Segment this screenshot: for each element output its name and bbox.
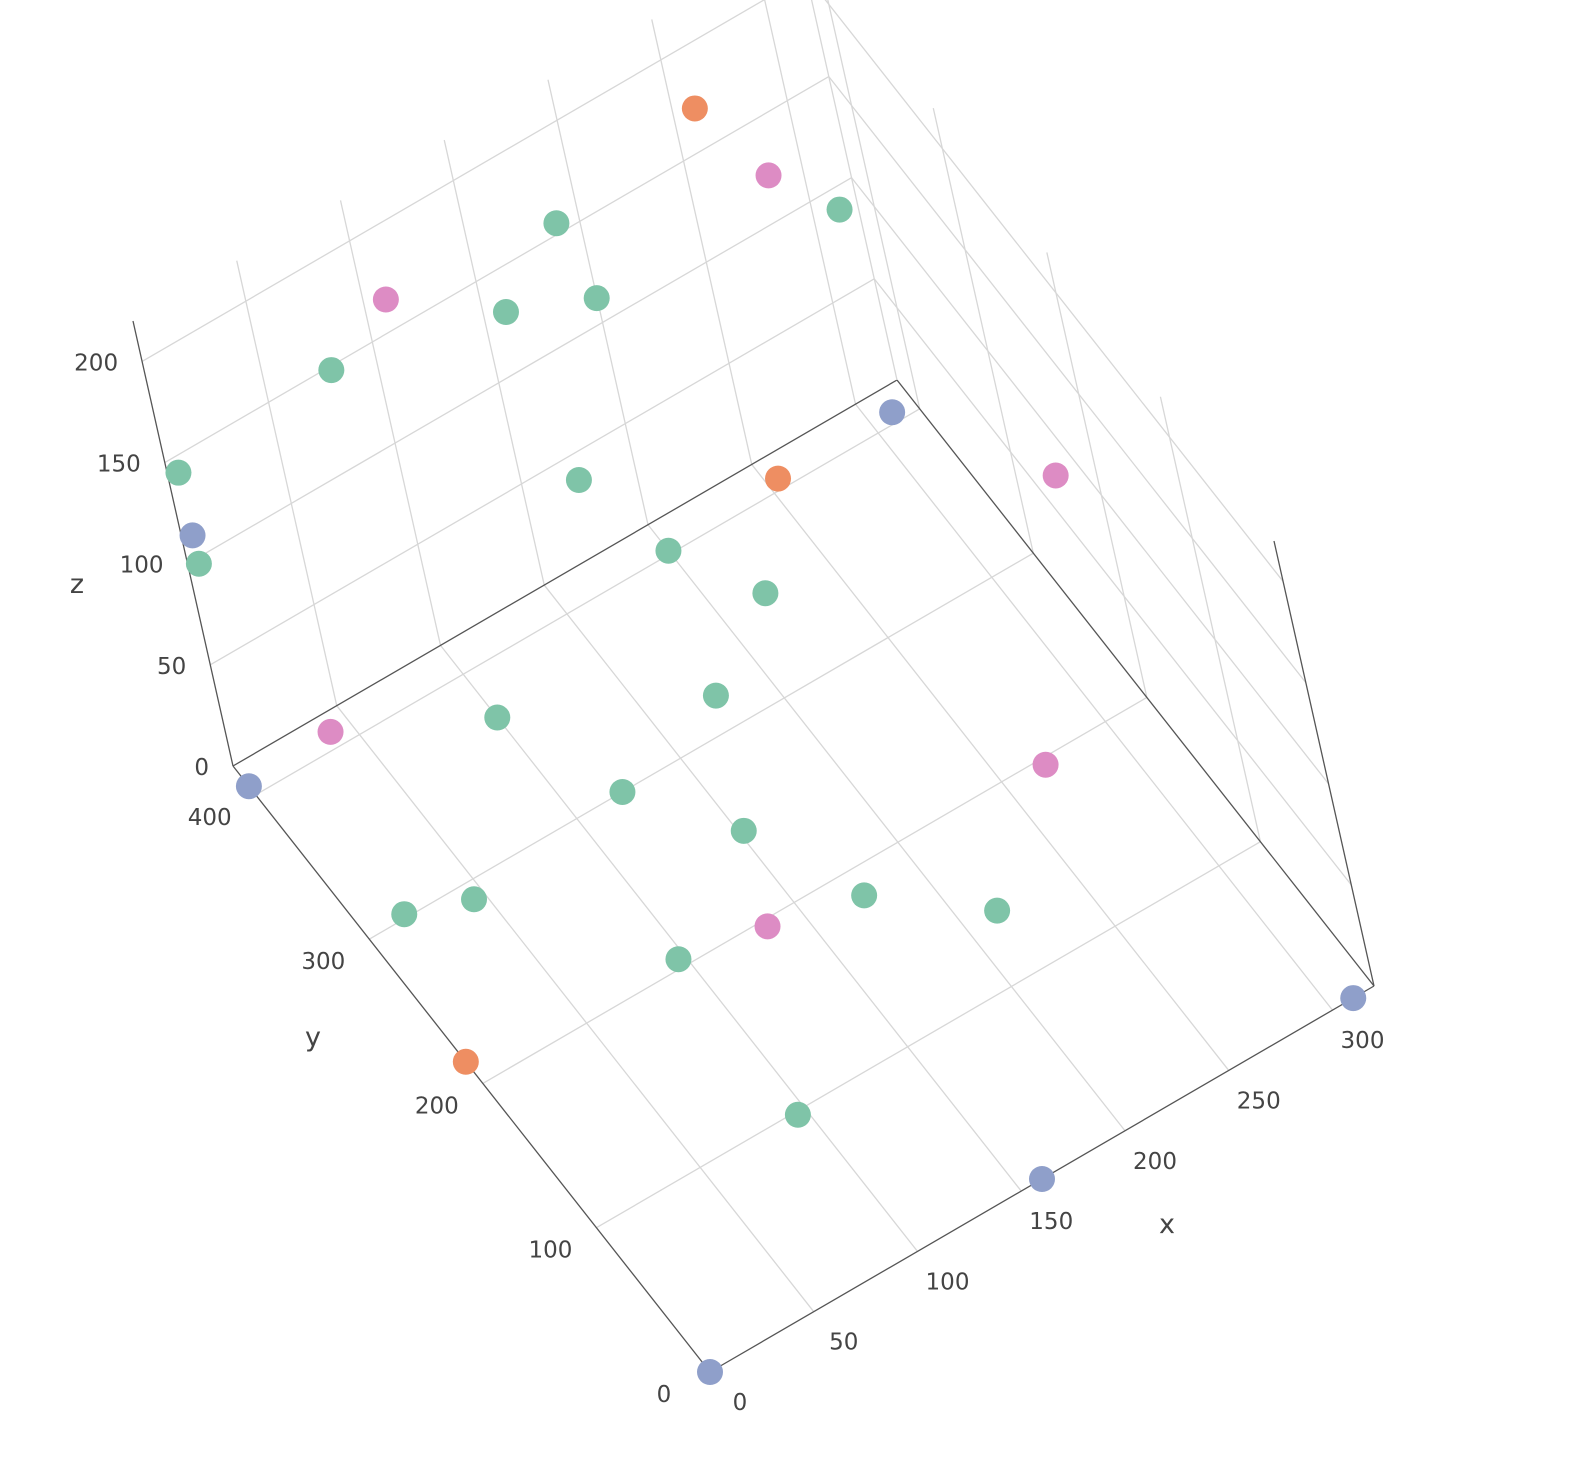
y-tick-label: 100 [528,1238,572,1264]
axis-layer [132,0,1375,1373]
data-point [984,897,1011,924]
tick-label-layer: 0 50 100 150 200 250 300 0 100 200 300 400 0 50 100 150… [74,350,1384,1416]
data-point [1029,1166,1055,1192]
data-point [609,778,636,805]
z-tick-label: 50 [157,654,186,680]
data-point [702,682,729,709]
data-point [879,399,906,426]
y-axis-title: y [305,1022,321,1053]
data-point [461,886,488,913]
floor-gridline-x [543,584,1022,1192]
floor-gridline-y [255,408,921,796]
data-point [730,817,757,844]
data-point [452,1048,479,1075]
z-tick-label: 150 [97,452,141,478]
data-point [565,467,592,494]
x-tick-label: 200 [1133,1149,1177,1175]
data-point [697,1359,723,1385]
side-wall-gridline-y [932,108,1034,554]
y-tick-label: 0 [657,1382,672,1408]
data-point [765,465,792,492]
point-layer [165,95,1367,1385]
data-point [851,882,878,909]
side-wall-gridline-z [873,278,1352,886]
data-point [484,704,511,731]
floor-gridline-y [368,552,1034,940]
grid-layer [141,0,1352,1313]
back-wall-gridline-z [141,0,766,363]
data-point [179,522,206,549]
z-axis-title: z [70,569,84,600]
floor-gridline-x [336,705,815,1313]
x-tick-label: 150 [1029,1209,1073,1235]
back-wall-gridline-x [236,260,338,706]
data-point [543,210,570,237]
x-tick-label: 0 [733,1390,748,1416]
side-floor-edge-line [896,379,1375,987]
z-tick-label: 0 [194,755,209,781]
side-wall-gridline-z [851,177,1330,785]
x-axis-title: x [1159,1209,1175,1240]
floor-gridline-x [647,524,1126,1132]
data-point [655,537,682,564]
y-tick-label: 200 [415,1093,459,1119]
data-point [784,1101,811,1128]
data-point [826,196,853,223]
y-tick-label: 300 [301,949,345,975]
floor-gridline-y [596,841,1261,1229]
data-point [391,901,418,928]
back-wall-gridline-x [651,19,753,465]
side-wall-gridline-y [1046,252,1148,698]
data-point [165,459,192,486]
back-wall-gridline-z [164,76,830,464]
data-point [665,946,692,973]
data-point [583,285,610,312]
floor-gridline-x [854,403,1334,1011]
x-tick-label: 100 [926,1269,970,1295]
data-point [681,95,708,122]
data-point [1340,985,1367,1012]
x-tick-label: 50 [829,1330,858,1356]
y-tick-label: 400 [188,805,232,831]
side-wall-gridline-y [827,0,921,409]
data-point [1032,751,1059,778]
data-point [1042,462,1069,489]
data-point [235,773,262,800]
floor-gridline-x [751,464,1230,1071]
side-wall-gridline-z [824,0,1284,582]
back-wall-gridline-z [187,177,852,565]
side-wall-gridline-y [1159,396,1262,842]
z-tick-label: 200 [74,350,118,376]
data-point [492,299,519,326]
data-point [372,286,399,313]
data-point [185,550,212,577]
x-tick-label: 300 [1341,1028,1385,1054]
data-point [318,357,345,384]
back-wall-gridline-z [209,278,875,666]
back-corner-line [810,0,898,381]
data-point [754,913,781,940]
back-wall-gridline-x [339,200,442,646]
data-point [317,718,344,745]
back-wall-gridline-x [764,0,857,405]
back-floor-edge-line [232,379,898,767]
data-point [755,162,782,189]
x-tick-label: 250 [1237,1088,1281,1114]
data-point [752,580,779,607]
z-tick-label: 100 [120,553,164,579]
side-wall-edge-line [1273,540,1375,987]
back-wall-gridline-x [443,139,545,586]
side-wall-gridline-z [828,76,1307,683]
